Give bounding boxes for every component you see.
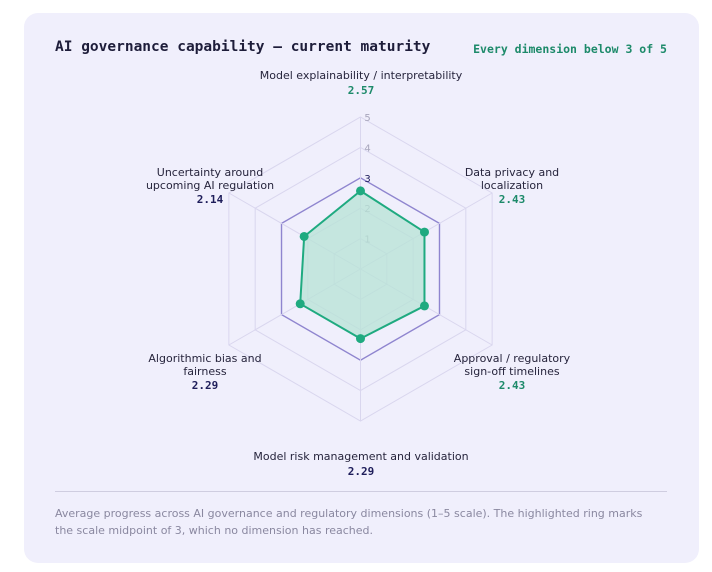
chart-caption: Average progress across AI governance an…	[55, 507, 643, 537]
data-point	[299, 231, 309, 241]
value-label: 2.14	[196, 193, 224, 206]
axis-label: Uncertainty around upcoming AI regulatio…	[145, 166, 275, 192]
divider	[55, 491, 667, 492]
data-point	[356, 334, 365, 344]
axis-label: Approval / regulatory sign-off timelines	[453, 352, 571, 378]
value-label: 2.43	[498, 193, 526, 206]
data-point	[419, 227, 429, 237]
series-area	[299, 189, 426, 340]
value-label: 2.43	[498, 379, 526, 392]
axis-label: Model explainability / interpretability	[259, 69, 463, 82]
axis-label: Algorithmic bias and fairness	[148, 352, 262, 378]
tick-label: 4	[364, 143, 370, 154]
value-label: 2.29	[191, 379, 219, 392]
status-badge: Every dimension below 3 of 5	[473, 42, 667, 56]
value-label: 2.29	[347, 465, 375, 478]
axis-label: Data privacy and localization	[464, 166, 560, 192]
data-point	[419, 301, 429, 311]
tick-label: 5	[364, 113, 370, 124]
axis-label: Model risk management and validation	[253, 450, 469, 463]
chart-title: AI governance capability — current matur…	[55, 39, 431, 55]
tick-label: 3	[364, 174, 370, 185]
value-label: 2.57	[347, 84, 375, 97]
data-point	[295, 299, 305, 309]
data-point	[356, 186, 365, 196]
